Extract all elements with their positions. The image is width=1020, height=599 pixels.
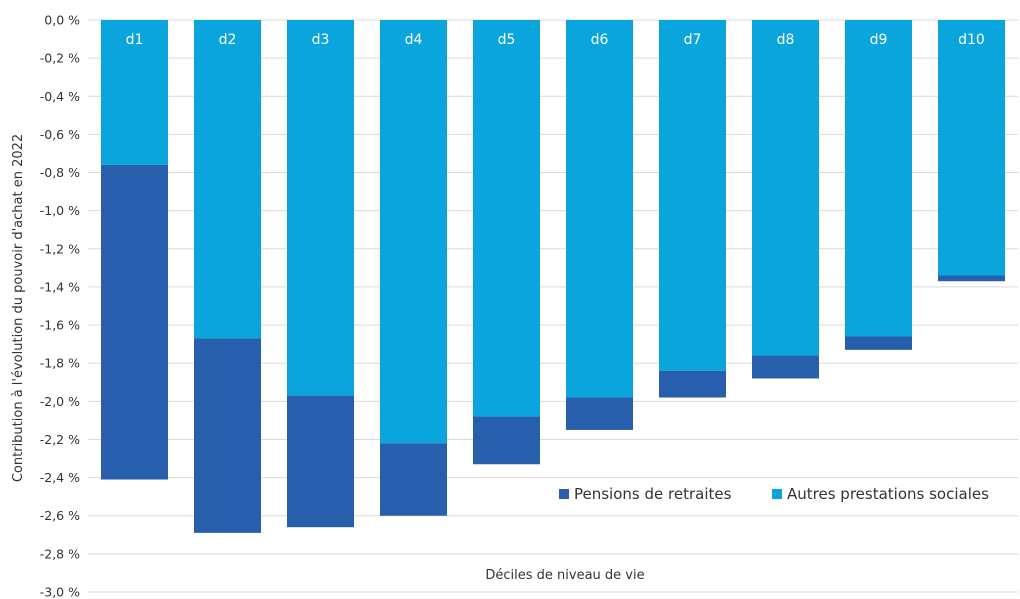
legend-swatch-pensions (559, 489, 569, 499)
category-label: d10 (958, 32, 985, 48)
bar-autres-d2 (194, 20, 261, 339)
bars (101, 20, 1005, 533)
bar-pensions-d2 (194, 338, 261, 533)
category-label: d2 (219, 32, 237, 48)
bar-pensions-d8 (752, 355, 819, 379)
bar-pensions-d4 (380, 443, 447, 516)
bar-pensions-d9 (845, 336, 912, 350)
y-tick-label: -2,4 % (40, 470, 80, 485)
y-tick-label: -3,0 % (40, 585, 80, 599)
y-tick-label: -2,8 % (40, 546, 80, 561)
x-axis-title: Déciles de niveau de vie (485, 568, 644, 583)
bar-pensions-d10 (938, 275, 1005, 282)
y-tick-label: -1,0 % (40, 203, 80, 218)
y-tick-label: -2,0 % (40, 394, 80, 409)
legend-label-autres: Autres prestations sociales (787, 485, 989, 503)
category-label: d7 (684, 32, 702, 48)
y-tick-label: -0,8 % (40, 165, 80, 180)
bar-pensions-d3 (287, 395, 354, 528)
bar-autres-d1 (101, 20, 168, 165)
bar-autres-d6 (566, 20, 633, 398)
y-tick-label: -0,6 % (40, 127, 80, 142)
bar-pensions-d1 (101, 164, 168, 480)
y-tick-label: -1,6 % (40, 318, 80, 333)
y-tick-label: -0,2 % (40, 51, 80, 66)
bar-autres-d7 (659, 20, 726, 371)
y-tick-label: -1,4 % (40, 279, 80, 294)
bar-autres-d3 (287, 20, 354, 396)
category-labels: d1 d2 d3 d4 d5 d6 d7 d8 d9 d10 (126, 32, 985, 48)
bar-autres-d9 (845, 20, 912, 337)
category-label: d5 (498, 32, 516, 48)
category-label: d4 (405, 32, 423, 48)
bar-pensions-d6 (566, 397, 633, 430)
bar-autres-d8 (752, 20, 819, 356)
y-tick-label: -1,8 % (40, 356, 80, 371)
y-axis-title: Contribution à l'évolution du pouvoir d'… (11, 134, 26, 482)
category-label: d9 (870, 32, 888, 48)
legend: Pensions de retraites Autres prestations… (559, 485, 989, 503)
y-tick-label: -0,4 % (40, 89, 80, 104)
y-tick-labels: 0,0 % -0,2 % -0,4 % -0,6 % -0,8 % -1,0 % -1,2 … (40, 13, 80, 599)
category-label: d8 (777, 32, 795, 48)
legend-label-pensions: Pensions de retraites (574, 485, 732, 503)
bar-autres-d5 (473, 20, 540, 417)
category-label: d3 (312, 32, 330, 48)
legend-swatch-autres (772, 489, 782, 499)
bar-autres-d4 (380, 20, 447, 444)
y-tick-label: -2,2 % (40, 432, 80, 447)
y-tick-label: -2,6 % (40, 508, 80, 523)
y-tick-label: 0,0 % (44, 13, 80, 28)
category-label: d6 (591, 32, 609, 48)
y-tick-label: -1,2 % (40, 241, 80, 256)
category-label: d1 (126, 32, 144, 48)
bar-pensions-d5 (473, 416, 540, 465)
bar-autres-d10 (938, 20, 1005, 276)
bar-pensions-d7 (659, 370, 726, 398)
